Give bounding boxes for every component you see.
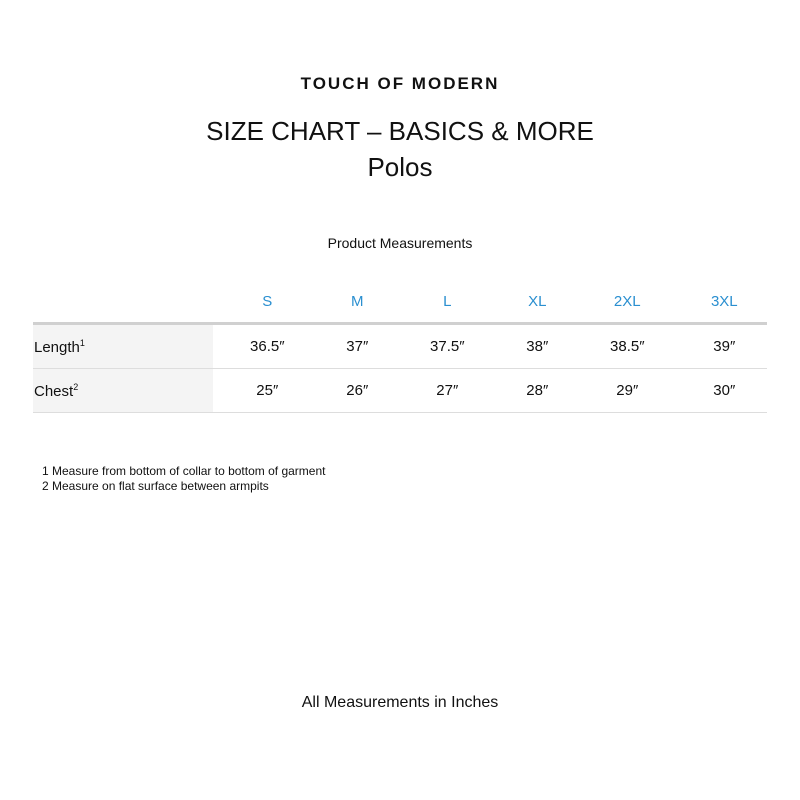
table-cell: 37″	[321, 323, 393, 369]
table-cell: 29″	[572, 368, 682, 413]
size-header: M	[321, 280, 393, 325]
footnote-marker: 1	[79, 337, 85, 348]
table-row: Chest2 25″ 26″ 27″ 28″ 29″ 30″	[33, 368, 767, 413]
footnote: 1 Measure from bottom of collar to botto…	[42, 464, 326, 478]
units-note: All Measurements in Inches	[301, 694, 499, 711]
table-row: Length1 36.5″ 37″ 37.5″ 38″ 38.5″ 39″	[33, 323, 767, 369]
footnote: 2 Measure on flat surface between armpit…	[42, 479, 269, 493]
size-header: S	[213, 280, 322, 325]
size-header: L	[392, 280, 502, 325]
row-label: Length1	[33, 323, 213, 369]
table-cell: 28″	[501, 368, 573, 413]
footnote-marker: 2	[73, 381, 79, 392]
table-cell: 30″	[681, 368, 767, 413]
page-subtitle: Polos	[367, 152, 433, 182]
table-cell: 36.5″	[213, 323, 322, 369]
size-header: 2XL	[572, 280, 682, 325]
section-title: Product Measurements	[327, 235, 473, 251]
table-cell: 27″	[392, 368, 502, 413]
table-cell: 26″	[321, 368, 393, 413]
footnotes: 1 Measure from bottom of collar to botto…	[42, 464, 325, 494]
brand-logo: TOUCH OF MODERN	[300, 74, 500, 93]
row-label: Chest2	[33, 368, 213, 413]
table-cell: 25″	[213, 368, 322, 413]
table-cell: 38.5″	[572, 323, 682, 369]
row-label-text: Length	[34, 338, 80, 356]
row-label-text: Chest	[34, 382, 74, 400]
size-table: S M L XL 2XL 3XL Length1 36.5″ 37″ 37.5″…	[33, 280, 767, 413]
size-header-row: S M L XL 2XL 3XL	[33, 280, 767, 325]
size-header: XL	[501, 280, 573, 325]
page-title: SIZE CHART – BASICS & MORE	[206, 116, 594, 146]
table-cell: 38″	[501, 323, 573, 369]
size-header: 3XL	[681, 280, 767, 325]
table-cell: 37.5″	[392, 323, 502, 369]
empty-header	[33, 280, 213, 325]
table-cell: 39″	[681, 323, 767, 369]
